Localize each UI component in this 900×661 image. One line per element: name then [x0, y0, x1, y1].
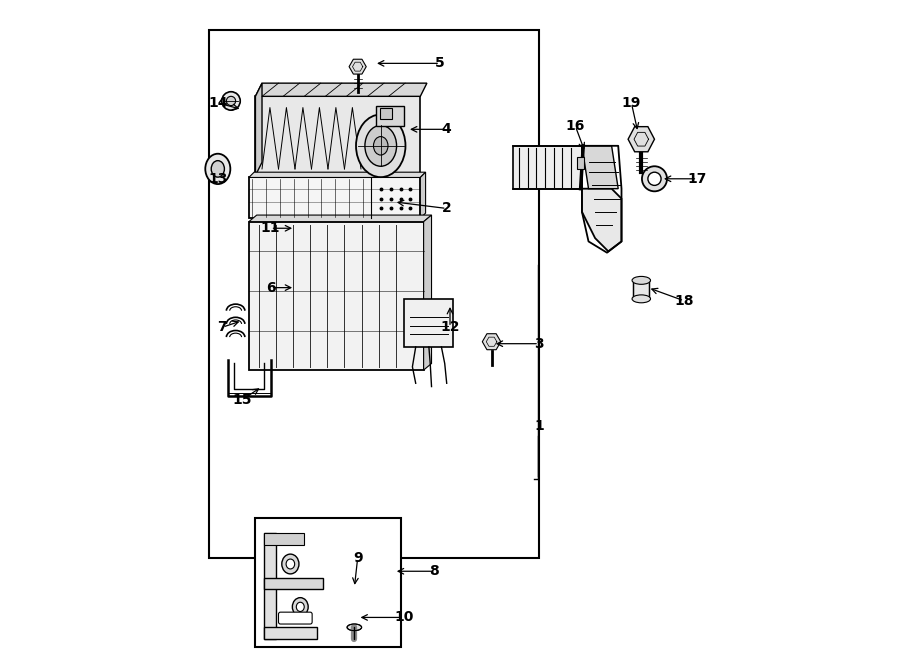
Ellipse shape: [205, 154, 230, 184]
Text: 7: 7: [218, 320, 227, 334]
Ellipse shape: [374, 137, 388, 155]
Text: 4: 4: [442, 122, 452, 136]
Polygon shape: [256, 83, 427, 97]
Bar: [209, 30, 539, 558]
Polygon shape: [256, 97, 420, 175]
Polygon shape: [264, 578, 323, 589]
Text: 18: 18: [674, 294, 694, 308]
Ellipse shape: [632, 276, 651, 284]
Ellipse shape: [221, 92, 240, 110]
Polygon shape: [513, 146, 582, 188]
Ellipse shape: [227, 97, 236, 106]
Text: 9: 9: [353, 551, 363, 565]
Polygon shape: [349, 59, 366, 74]
Bar: [248, 177, 420, 218]
Bar: [376, 106, 404, 126]
Polygon shape: [582, 146, 618, 188]
Text: 13: 13: [208, 172, 228, 186]
Ellipse shape: [347, 624, 362, 631]
Text: 14: 14: [208, 96, 228, 110]
Text: 16: 16: [565, 119, 585, 133]
Text: 3: 3: [535, 336, 544, 351]
Ellipse shape: [364, 126, 397, 167]
Ellipse shape: [642, 167, 667, 191]
Text: 10: 10: [394, 610, 413, 625]
Text: 5: 5: [436, 56, 445, 70]
Text: 15: 15: [232, 393, 252, 407]
Polygon shape: [248, 215, 431, 221]
Bar: [256, 518, 400, 647]
Text: 17: 17: [688, 172, 707, 186]
Text: 1: 1: [535, 419, 544, 433]
Ellipse shape: [292, 598, 308, 616]
Polygon shape: [264, 627, 317, 639]
Text: 19: 19: [622, 96, 641, 110]
Polygon shape: [628, 127, 654, 152]
FancyBboxPatch shape: [278, 612, 312, 624]
Polygon shape: [264, 533, 303, 545]
Bar: [404, 299, 454, 347]
Text: 6: 6: [266, 281, 275, 295]
Text: 11: 11: [261, 221, 280, 235]
Bar: [248, 221, 424, 370]
Bar: [634, 280, 649, 299]
Polygon shape: [248, 173, 426, 177]
Ellipse shape: [296, 602, 304, 611]
Polygon shape: [264, 533, 276, 639]
Polygon shape: [256, 83, 262, 175]
Bar: [380, 108, 392, 120]
Ellipse shape: [212, 161, 224, 177]
Ellipse shape: [648, 173, 662, 185]
Polygon shape: [424, 215, 431, 370]
Text: 8: 8: [428, 564, 438, 578]
Bar: [577, 157, 584, 169]
Text: 12: 12: [440, 320, 460, 334]
Ellipse shape: [356, 114, 406, 177]
Ellipse shape: [286, 559, 294, 569]
Ellipse shape: [282, 554, 299, 574]
Ellipse shape: [632, 295, 651, 303]
Polygon shape: [582, 188, 622, 251]
Polygon shape: [482, 334, 500, 350]
Polygon shape: [420, 173, 426, 218]
Text: 2: 2: [442, 202, 452, 215]
